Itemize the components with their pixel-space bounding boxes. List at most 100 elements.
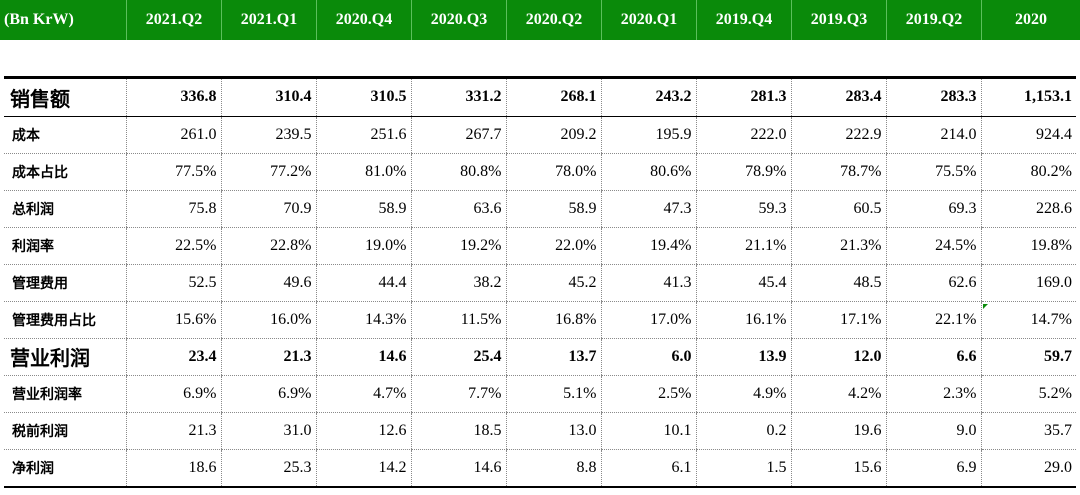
table-cell: 261.0 (125, 116, 221, 154)
table-cell: 16.1% (695, 301, 791, 339)
table-cell: 15.6 (790, 449, 886, 486)
table-cell: 44.4 (315, 264, 411, 302)
table-cell: 13.7 (505, 338, 601, 376)
table-cell: 80.6% (600, 153, 696, 191)
table-row: 营业利润 23.4 21.3 14.6 25.4 13.7 6.0 13.9 12.0 6.6 59… (4, 338, 1076, 376)
table-cell: 78.0% (505, 153, 601, 191)
column-header: 2019.Q3 (792, 0, 887, 40)
table-cell: 58.9 (315, 190, 411, 228)
table-cell: 29.0 (980, 449, 1076, 486)
table-cell: 58.9 (505, 190, 601, 228)
table-cell: 22.8% (220, 227, 316, 265)
table-cell: 2.5% (600, 375, 696, 413)
table-cell: 22.5% (125, 227, 221, 265)
table-cell: 18.5 (410, 412, 506, 450)
column-header: 2020.Q4 (317, 0, 412, 40)
table-cell: 60.5 (790, 190, 886, 228)
table-cell: 21.3 (125, 412, 221, 450)
table-cell: 25.4 (410, 338, 506, 376)
table-cell: 78.7% (790, 153, 886, 191)
table-cell: 14.6 (315, 338, 411, 376)
table-cell: 49.6 (220, 264, 316, 302)
row-label: 利润率 (4, 227, 126, 265)
table-cell: 5.1% (505, 375, 601, 413)
row-label: 营业利润率 (4, 375, 126, 413)
table-cell: 18.6 (125, 449, 221, 486)
table-row: 销售额 336.8 310.4 310.5 331.2 268.1 243.2 281.3 28… (4, 79, 1076, 117)
table-row: 总利润 75.8 70.9 58.9 63.6 58.9 47.3 59.3 60.5 69.3 2… (4, 190, 1076, 228)
column-header: 2020.Q2 (507, 0, 602, 40)
unit-label: (Bn KrW) (0, 0, 127, 40)
table-cell: 214.0 (885, 116, 981, 154)
table-cell: 6.1 (600, 449, 696, 486)
table-cell: 2.3% (885, 375, 981, 413)
table-cell: 4.2% (790, 375, 886, 413)
table-cell: 45.2 (505, 264, 601, 302)
table-cell: 78.9% (695, 153, 791, 191)
table-cell: 310.5 (315, 79, 411, 117)
table-row: 成本占比 77.5% 77.2% 81.0% 80.8% 78.0% 80.6% 78.9% 7… (4, 153, 1076, 191)
table-cell: 59.3 (695, 190, 791, 228)
table-cell: 17.0% (600, 301, 696, 339)
column-header: 2021.Q2 (127, 0, 222, 40)
table-cell: 14.2 (315, 449, 411, 486)
table-row: 净利润 18.6 25.3 14.2 14.6 8.8 6.1 1.5 15.6 6.9 29.0 (4, 449, 1076, 486)
column-header: 2021.Q1 (222, 0, 317, 40)
table-cell: 11.5% (410, 301, 506, 339)
table-cell: 48.5 (790, 264, 886, 302)
table-row: 成本 261.0 239.5 251.6 267.7 209.2 195.9 222.0 222… (4, 116, 1076, 154)
table-cell: 21.3 (220, 338, 316, 376)
table-cell: 336.8 (125, 79, 221, 117)
table-cell: 77.2% (220, 153, 316, 191)
table-cell: 239.5 (220, 116, 316, 154)
table-cell: 63.6 (410, 190, 506, 228)
row-label: 营业利润 (4, 338, 126, 376)
table-cell: 47.3 (600, 190, 696, 228)
table-cell: 4.9% (695, 375, 791, 413)
row-label: 成本 (4, 116, 126, 154)
table-cell: 35.7 (980, 412, 1076, 450)
table-cell: 38.2 (410, 264, 506, 302)
table-cell: 6.9% (220, 375, 316, 413)
table-cell: 24.5% (885, 227, 981, 265)
table-cell: 924.4 (980, 116, 1076, 154)
financial-table: 销售额 336.8 310.4 310.5 331.2 268.1 243.2 281.3 28… (4, 76, 1076, 488)
table-cell: 25.3 (220, 449, 316, 486)
table-cell: 81.0% (315, 153, 411, 191)
table-cell: 75.8 (125, 190, 221, 228)
table-cell: 267.7 (410, 116, 506, 154)
table-cell: 7.7% (410, 375, 506, 413)
table-cell: 15.6% (125, 301, 221, 339)
row-label: 净利润 (12, 460, 54, 477)
table-cell: 6.9% (125, 375, 221, 413)
table-cell: 14.6 (410, 449, 506, 486)
table-cell: 169.0 (980, 264, 1076, 302)
table-cell: 14.3% (315, 301, 411, 339)
table-cell: 12.0 (790, 338, 886, 376)
cell-comment-marker (983, 304, 988, 309)
table-cell: 23.4 (125, 338, 221, 376)
table-cell: 281.3 (695, 79, 791, 117)
table-cell: 228.6 (980, 190, 1076, 228)
column-header: 2019.Q2 (887, 0, 982, 40)
table-row: 营业利润率 6.9% 6.9% 4.7% 7.7% 5.1% 2.5% 4.9% 4.2% 2.3… (4, 375, 1076, 413)
table-cell: 222.0 (695, 116, 791, 154)
table-cell: 9.0 (885, 412, 981, 450)
table-cell: 4.7% (315, 375, 411, 413)
table-cell: 222.9 (790, 116, 886, 154)
table-cell: 6.9 (885, 449, 981, 486)
table-cell: 10.1 (600, 412, 696, 450)
table-cell: 268.1 (505, 79, 601, 117)
table-cell: 41.3 (600, 264, 696, 302)
table-row: 利润率 22.5% 22.8% 19.0% 19.2% 22.0% 19.4% 21.1% 21… (4, 227, 1076, 265)
row-label: 税前利润 (4, 412, 126, 450)
table-cell: 251.6 (315, 116, 411, 154)
table-cell: 6.0 (600, 338, 696, 376)
table-cell: 283.4 (790, 79, 886, 117)
table-header-bar: (Bn KrW) 2021.Q2 2021.Q1 2020.Q4 2020.Q3… (0, 0, 1080, 40)
table-row: 税前利润 21.3 31.0 12.6 18.5 13.0 10.1 0.2 19.6 9.0 35… (4, 412, 1076, 450)
table-cell: 1.5 (695, 449, 791, 486)
table-cell: 19.2% (410, 227, 506, 265)
table-cell: 13.9 (695, 338, 791, 376)
table-cell: 19.6 (790, 412, 886, 450)
